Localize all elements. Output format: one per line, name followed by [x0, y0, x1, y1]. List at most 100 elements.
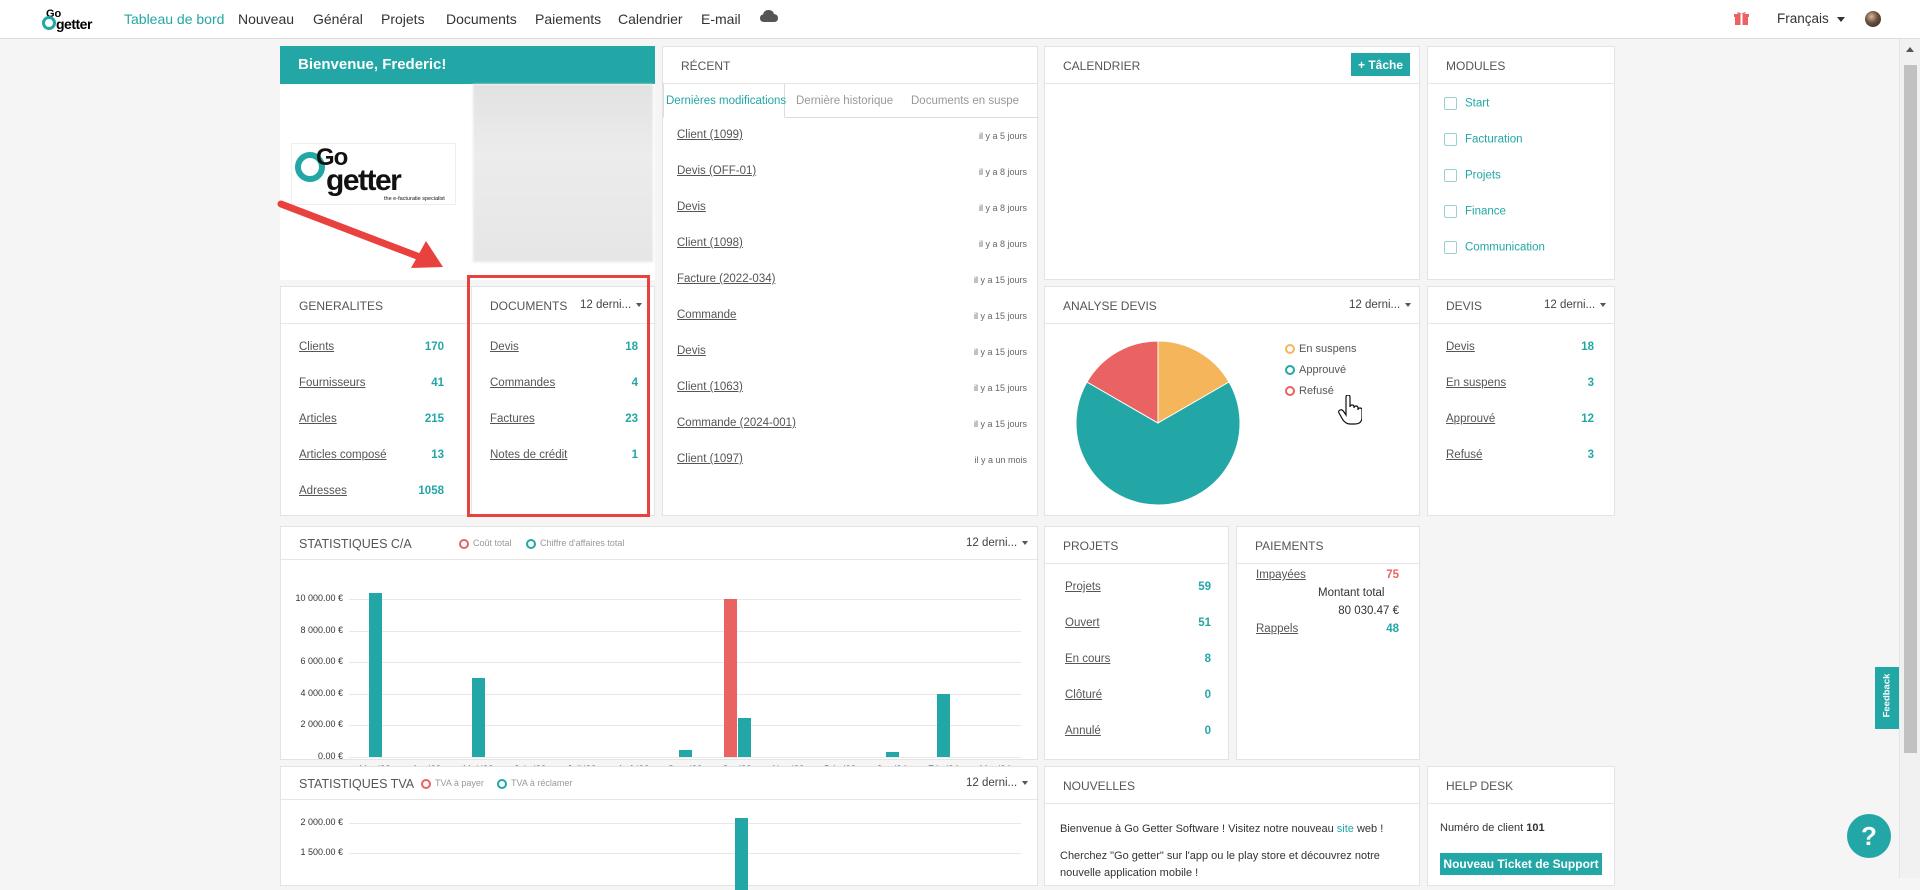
legend-en-suspens[interactable]: En suspens — [1285, 343, 1356, 364]
recent-row-link[interactable]: Client (1098) — [677, 237, 743, 249]
generalites-composite-link[interactable]: Articles composé — [299, 449, 387, 461]
add-task-button[interactable]: + Tâche — [1351, 53, 1411, 76]
user-avatar[interactable] — [1865, 11, 1881, 27]
legend-tva-payer[interactable]: TVA à payer — [421, 778, 484, 789]
recent-row[interactable]: Devis il y a 8 jours — [677, 201, 1027, 221]
legend-refuse[interactable]: Refusé — [1285, 385, 1356, 406]
devis-pending-link[interactable]: En suspens — [1446, 377, 1507, 389]
chart-bar[interactable] — [368, 592, 382, 757]
pie-slice-approuv-[interactable] — [1075, 381, 1241, 506]
devis-total-link[interactable]: Devis — [1446, 341, 1475, 353]
generalites-clients-link[interactable]: Clients — [299, 341, 335, 353]
legend-cout-total[interactable]: Coût total — [459, 538, 512, 549]
module-facturation[interactable]: Facturation — [1444, 133, 1523, 146]
recent-row[interactable]: Devis (OFF-01) il y a 8 jours — [677, 165, 1027, 185]
recent-row-link[interactable]: Devis — [677, 345, 706, 357]
gridline — [349, 725, 1021, 727]
recent-row-link[interactable]: Client (1097) — [677, 453, 743, 465]
profile-photo-blurred — [473, 84, 653, 262]
nav-nouveau[interactable]: Nouveau — [238, 11, 295, 27]
projets-closed-link[interactable]: Clôturé — [1065, 689, 1103, 701]
projets-total-link[interactable]: Projets — [1065, 581, 1101, 593]
recent-row[interactable]: Devis il y a 15 jours — [677, 345, 1027, 365]
nav-paiements[interactable]: Paiements — [535, 11, 602, 27]
recent-row[interactable]: Client (1063) il y a 15 jours — [677, 381, 1027, 401]
recent-row-link[interactable]: Devis — [677, 201, 706, 213]
legend-approuve[interactable]: Approuvé — [1285, 364, 1356, 385]
company-logo: Go getter the e-facturatie specialist — [291, 143, 456, 205]
stats-tva-period-dropdown[interactable]: 12 derni... — [966, 777, 1028, 789]
app-logo[interactable]: Go getter — [42, 8, 102, 32]
gift-icon[interactable] — [1734, 11, 1749, 31]
analyse-period-dropdown[interactable]: 12 derni... — [1349, 299, 1411, 311]
chart-bar[interactable] — [472, 678, 486, 757]
tab-last-modifications[interactable]: Dernières modifications — [663, 84, 786, 118]
chart-bar[interactable] — [737, 717, 751, 757]
paiements-unpaid-link[interactable]: Impayées — [1256, 569, 1306, 581]
paiements-reminders-link[interactable]: Rappels — [1256, 623, 1299, 635]
chart-bar[interactable] — [937, 693, 951, 757]
nav-documents[interactable]: Documents — [446, 11, 517, 27]
nav-dashboard[interactable]: Tableau de bord — [124, 11, 225, 27]
devis-period-dropdown[interactable]: 12 derni... — [1544, 299, 1606, 311]
nav-projets[interactable]: Projets — [381, 11, 425, 27]
documents-commandes-link[interactable]: Commandes — [490, 377, 556, 389]
recent-row-link[interactable]: Devis (OFF-01) — [677, 165, 757, 177]
module-communication[interactable]: Communication — [1444, 241, 1545, 254]
tab-pending-documents[interactable]: Documents en suspe — [911, 95, 1020, 107]
projets-in-progress-link[interactable]: En cours — [1065, 653, 1111, 665]
chart-bar[interactable] — [723, 599, 737, 757]
module-projets[interactable]: Projets — [1444, 169, 1501, 182]
recent-row[interactable]: Commande il y a 15 jours — [677, 309, 1027, 329]
recent-row[interactable]: Client (1097) il y a un mois — [677, 453, 1027, 473]
nav-calendrier[interactable]: Calendrier — [618, 11, 683, 27]
recent-row-link[interactable]: Commande — [677, 309, 737, 321]
scroll-up-arrow[interactable] — [1906, 47, 1914, 52]
language-label: Français — [1777, 11, 1829, 26]
help-bubble-button[interactable]: ? — [1847, 814, 1891, 858]
nav-email[interactable]: E-mail — [701, 11, 741, 27]
language-select[interactable]: Français — [1777, 11, 1845, 26]
nav-general[interactable]: Général — [313, 11, 363, 27]
pie-slice-refus-[interactable] — [1086, 340, 1159, 424]
module-communication-label: Communication — [1465, 241, 1545, 254]
recent-row[interactable]: Client (1098) il y a 8 jours — [677, 237, 1027, 257]
recent-row-link[interactable]: Client (1099) — [677, 129, 743, 141]
documents-devis-link[interactable]: Devis — [490, 341, 519, 353]
projets-cancelled-link[interactable]: Annulé — [1065, 725, 1101, 737]
recent-row[interactable]: Client (1099) il y a 5 jours — [677, 129, 1027, 149]
news-site-link[interactable]: site — [1336, 823, 1354, 835]
recent-row-link[interactable]: Client (1063) — [677, 381, 743, 393]
legend-tva-reclamer[interactable]: TVA à réclamer — [497, 778, 572, 789]
chart-bar[interactable] — [885, 752, 899, 757]
new-support-ticket-button[interactable]: Nouveau Ticket de Support — [1440, 853, 1602, 875]
chart-bar[interactable] — [679, 749, 692, 757]
chart-bar[interactable] — [735, 818, 748, 890]
recent-row[interactable]: Commande (2024-001) il y a 15 jours — [677, 417, 1027, 437]
legend-chiffre-affaires[interactable]: Chiffre d'affaires total — [526, 538, 624, 549]
generalites-addresses-link[interactable]: Adresses — [299, 485, 347, 497]
tab-last-history[interactable]: Dernière historique — [796, 95, 894, 107]
documents-period-dropdown[interactable]: 12 derni... — [580, 299, 642, 311]
devis-approved-link[interactable]: Approuvé — [1446, 413, 1496, 425]
documents-notes-link[interactable]: Notes de crédit — [490, 449, 568, 461]
cloud-icon[interactable] — [760, 9, 778, 28]
stats-ca-period-dropdown[interactable]: 12 derni... — [966, 537, 1028, 549]
pie-legend: En suspens Approuvé Refusé — [1285, 343, 1356, 406]
pie-slice-en-suspens[interactable] — [1157, 340, 1230, 424]
helpdesk-title: HELP DESK — [1428, 767, 1614, 804]
news-welcome-tail: web ! — [1353, 823, 1384, 835]
generalites-articles-link[interactable]: Articles — [299, 413, 337, 425]
generalites-suppliers-link[interactable]: Fournisseurs — [299, 377, 366, 389]
feedback-tab[interactable]: Feedback — [1875, 667, 1899, 729]
module-finance[interactable]: Finance — [1444, 205, 1506, 218]
scrollbar-thumb[interactable] — [1904, 65, 1917, 753]
documents-factures-link[interactable]: Factures — [490, 413, 535, 425]
devis-refused-link[interactable]: Refusé — [1446, 449, 1483, 461]
recent-row-link[interactable]: Commande (2024-001) — [677, 417, 796, 429]
projets-open-link[interactable]: Ouvert — [1065, 617, 1100, 629]
page-scrollbar[interactable] — [1899, 39, 1920, 878]
recent-row-link[interactable]: Facture (2022-034) — [677, 273, 776, 285]
recent-row[interactable]: Facture (2022-034) il y a 15 jours — [677, 273, 1027, 293]
module-start[interactable]: Start — [1444, 97, 1489, 110]
